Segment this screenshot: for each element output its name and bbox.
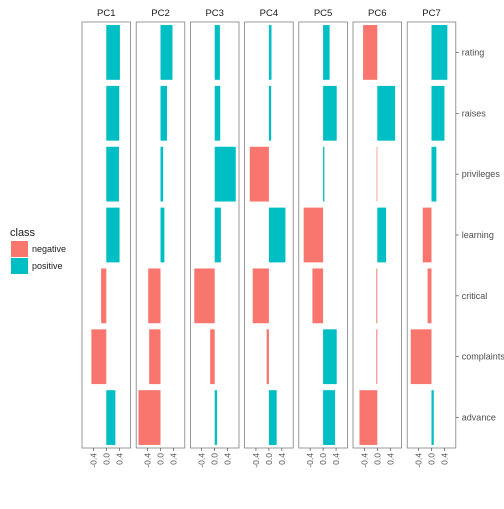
bar-pc7-raises <box>432 86 445 141</box>
x-tick-label-pc3-0: -0.4 <box>197 453 207 468</box>
bar-pc1-rating <box>106 25 120 80</box>
bar-pc2-rating <box>161 25 173 80</box>
x-tick-label-pc6-1: 0.0 <box>372 453 382 465</box>
bar-pc4-complaints <box>267 329 269 384</box>
y-label-advance: advance <box>462 413 496 423</box>
facet-label-pc5: PC5 <box>314 8 332 19</box>
bar-pc3-rating <box>215 25 220 80</box>
facet-label-pc2: PC2 <box>151 8 169 19</box>
bar-pc4-learning <box>269 208 286 263</box>
x-tick-label-pc6-0: -0.4 <box>359 453 369 468</box>
bar-pc4-rating <box>269 25 272 80</box>
bar-pc5-rating <box>323 25 329 80</box>
facet-label-pc7: PC7 <box>422 8 440 19</box>
bar-pc3-advance <box>215 390 217 445</box>
bar-pc5-privileges <box>323 147 324 202</box>
facet-label-pc3: PC3 <box>205 8 223 19</box>
bar-pc7-advance <box>432 390 434 445</box>
bar-pc5-critical <box>312 268 323 323</box>
x-tick-label-pc7-1: 0.0 <box>427 453 437 465</box>
bar-pc6-rating <box>363 25 377 80</box>
x-tick-label-pc4-0: -0.4 <box>251 453 261 468</box>
y-label-complaints: complaints <box>462 352 504 362</box>
bar-pc6-advance <box>359 390 377 445</box>
bar-pc3-raises <box>215 86 221 141</box>
x-tick-label-pc2-0: -0.4 <box>143 453 153 468</box>
bar-pc6-raises <box>377 86 395 141</box>
legend-title: class <box>10 227 36 239</box>
x-tick-label-pc7-0: -0.4 <box>414 453 424 468</box>
x-tick-label-pc1-2: 0.4 <box>114 453 124 465</box>
bar-pc6-learning <box>377 208 386 263</box>
bar-pc7-privileges <box>432 147 437 202</box>
x-tick-label-pc5-2: 0.4 <box>331 453 341 465</box>
bar-pc2-advance <box>138 390 160 445</box>
bar-pc2-critical <box>148 268 160 323</box>
x-tick-label-pc4-2: 0.4 <box>277 453 287 465</box>
x-tick-label-pc3-2: 0.4 <box>223 453 233 465</box>
bar-pc2-complaints <box>149 329 160 384</box>
bar-pc4-raises <box>269 86 271 141</box>
x-tick-label-pc2-1: 0.0 <box>156 453 166 465</box>
bar-pc3-learning <box>215 208 221 263</box>
bar-pc3-complaints <box>210 329 215 384</box>
facet-label-pc1: PC1 <box>97 8 115 19</box>
bar-pc7-complaints <box>411 329 432 384</box>
x-tick-label-pc5-0: -0.4 <box>305 453 315 468</box>
bar-pc5-learning <box>304 208 323 263</box>
legend-swatch-negative <box>11 241 28 257</box>
bar-pc1-advance <box>106 390 115 445</box>
bar-pc2-learning <box>161 208 165 263</box>
legend-swatch-positive <box>11 258 28 274</box>
bar-pc1-learning <box>106 208 119 263</box>
legend-label-positive: positive <box>32 261 63 271</box>
x-tick-label-pc1-1: 0.0 <box>101 453 111 465</box>
bar-pc2-raises <box>161 86 167 141</box>
x-tick-label-pc7-2: 0.4 <box>439 453 449 465</box>
y-label-critical: critical <box>462 291 488 301</box>
facet-label-pc6: PC6 <box>368 8 386 19</box>
y-label-raises: raises <box>462 108 487 118</box>
y-label-privileges: privileges <box>462 169 501 179</box>
bar-pc5-raises <box>323 86 337 141</box>
bar-pc4-advance <box>269 390 277 445</box>
bar-pc1-privileges <box>106 147 119 202</box>
x-tick-label-pc2-2: 0.4 <box>168 453 178 465</box>
x-tick-label-pc6-2: 0.4 <box>385 453 395 465</box>
bar-pc6-privileges <box>377 147 378 202</box>
bar-pc1-complaints <box>91 329 106 384</box>
bar-pc1-raises <box>106 86 119 141</box>
x-tick-label-pc5-1: 0.0 <box>318 453 328 465</box>
bar-pc5-advance <box>323 390 335 445</box>
bar-pc3-critical <box>194 268 214 323</box>
bar-pc4-privileges <box>250 147 269 202</box>
bar-pc6-complaints <box>376 329 377 384</box>
bar-pc7-critical <box>428 268 432 323</box>
bar-pc2-privileges <box>161 147 164 202</box>
bar-pc7-learning <box>423 208 432 263</box>
x-tick-label-pc1-0: -0.4 <box>88 453 98 468</box>
bar-pc4-critical <box>253 268 269 323</box>
legend-label-negative: negative <box>32 244 66 254</box>
bar-pc6-critical <box>376 268 377 323</box>
bar-pc1-critical <box>101 268 106 323</box>
x-tick-label-pc3-1: 0.0 <box>210 453 220 465</box>
y-label-learning: learning <box>462 230 494 240</box>
bar-pc5-complaints <box>323 329 337 384</box>
facet-label-pc4: PC4 <box>260 8 278 19</box>
y-label-rating: rating <box>462 47 485 57</box>
x-tick-label-pc4-1: 0.0 <box>264 453 274 465</box>
bar-pc3-privileges <box>215 147 236 202</box>
bar-pc7-rating <box>432 25 448 80</box>
